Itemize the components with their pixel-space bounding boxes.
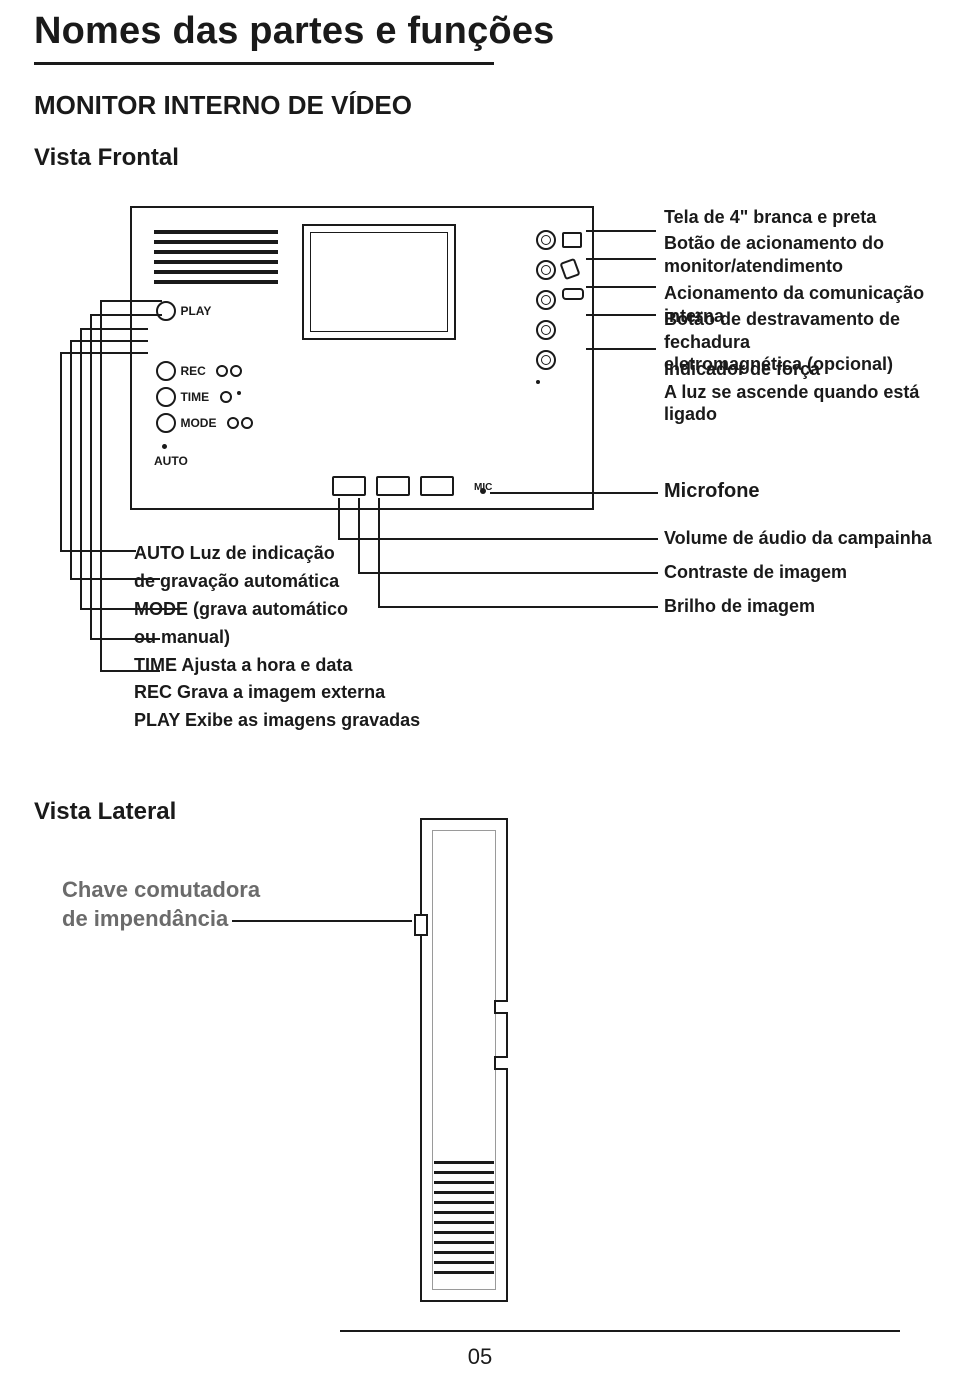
callout-power: Indicador de força A luz se ascende quan… (664, 358, 960, 426)
lateral-notch (494, 1000, 508, 1014)
callout-line (70, 340, 72, 454)
callout-bracket (378, 498, 446, 608)
callout-text: monitor/atendimento (664, 256, 843, 276)
callout-line (60, 352, 62, 466)
callout-line (490, 492, 658, 494)
list-item: PLAY Exibe as imagens gravadas (134, 707, 420, 735)
monitor-button[interactable] (536, 230, 556, 250)
play-label: PLAY (180, 304, 211, 318)
callout-line (70, 340, 148, 342)
speaker-grille (154, 230, 278, 288)
callout-line (80, 328, 82, 442)
mode-label: MODE (180, 416, 216, 430)
section-front-view-label: Vista Frontal (34, 144, 179, 172)
right-button-column (536, 230, 556, 384)
callout-line (444, 538, 658, 540)
camera-icon (562, 232, 582, 248)
callout-brightness: Brilho de imagem (664, 596, 815, 617)
callout-text: A luz se ascende quando está ligado (664, 382, 919, 425)
mic-dot (480, 488, 486, 494)
callout-line (586, 286, 656, 288)
label-text: Chave comutadora (62, 877, 260, 902)
intercom-button[interactable] (536, 260, 556, 280)
callout-text: Botão de destravamento de fechadura (664, 309, 900, 352)
callout-line (90, 314, 162, 316)
rec-button[interactable] (156, 361, 176, 381)
callout-volume: Volume de áudio da campainha (664, 528, 932, 549)
extra-button-2[interactable] (536, 350, 556, 370)
callout-screen: Tela de 4" branca e preta (664, 206, 876, 229)
device-lateral (420, 818, 508, 1302)
list-item: REC Grava a imagem externa (134, 679, 420, 707)
rec-up-icon (216, 365, 228, 377)
time-label: TIME (180, 390, 209, 404)
callout-line (90, 314, 92, 430)
callout-line (444, 572, 658, 574)
label-text: de impendância (62, 906, 228, 931)
page: Nomes das partes e funções MONITOR INTER… (0, 0, 960, 1395)
lateral-switch-label: Chave comutadora de impendância (62, 876, 260, 933)
mode-b-icon (241, 417, 253, 429)
callout-monitor-button: Botão de acionamento do monitor/atendime… (664, 232, 884, 277)
unlock-button[interactable] (536, 290, 556, 310)
brightness-slider[interactable] (420, 476, 454, 496)
time-button[interactable] (156, 387, 176, 407)
callout-text: Indicador de força (664, 359, 820, 379)
list-item: ou manual) (134, 624, 420, 652)
callout-line (80, 328, 148, 330)
callout-line (232, 920, 412, 922)
callout-line (444, 606, 658, 608)
lateral-notch (494, 1056, 508, 1070)
left-button-column-2: REC TIME MODE (156, 358, 253, 436)
callout-microphone: Microfone (664, 480, 760, 503)
callout-line (60, 352, 148, 354)
callout-contrast: Contraste de imagem (664, 562, 847, 583)
callout-line (586, 348, 656, 350)
page-number: 05 (0, 1344, 960, 1370)
power-led (536, 380, 540, 384)
screen (302, 224, 456, 340)
key-icon (562, 288, 584, 300)
section-lateral-view-label: Vista Lateral (34, 798, 176, 826)
play-button[interactable] (156, 301, 176, 321)
callout-line (586, 230, 656, 232)
callout-line (100, 300, 162, 302)
time-up-icon (220, 391, 232, 403)
list-item: TIME Ajusta a hora e data (134, 652, 420, 680)
extra-button-1[interactable] (536, 320, 556, 340)
page-subtitle: MONITOR INTERNO DE VÍDEO (34, 90, 412, 121)
page-title: Nomes das partes e funções (34, 10, 555, 53)
volume-slider[interactable] (332, 476, 366, 496)
rec-label: REC (180, 364, 205, 378)
left-button-column: PLAY (156, 298, 217, 324)
footer-rule (340, 1330, 900, 1332)
screen-inner (310, 232, 448, 332)
callout-line (586, 258, 656, 260)
callout-line (100, 300, 102, 418)
time-dot-icon (237, 391, 241, 395)
contrast-slider[interactable] (376, 476, 410, 496)
impedance-switch[interactable] (414, 914, 428, 936)
phone-icon (559, 258, 580, 280)
callout-text: Botão de acionamento do (664, 233, 884, 253)
device-front: PLAY REC TIME MODE AUTO MIC (130, 206, 594, 510)
title-underline (34, 62, 494, 65)
rec-down-icon (230, 365, 242, 377)
mode-a-icon (227, 417, 239, 429)
lateral-vent (434, 1154, 494, 1274)
callout-line (586, 314, 656, 316)
